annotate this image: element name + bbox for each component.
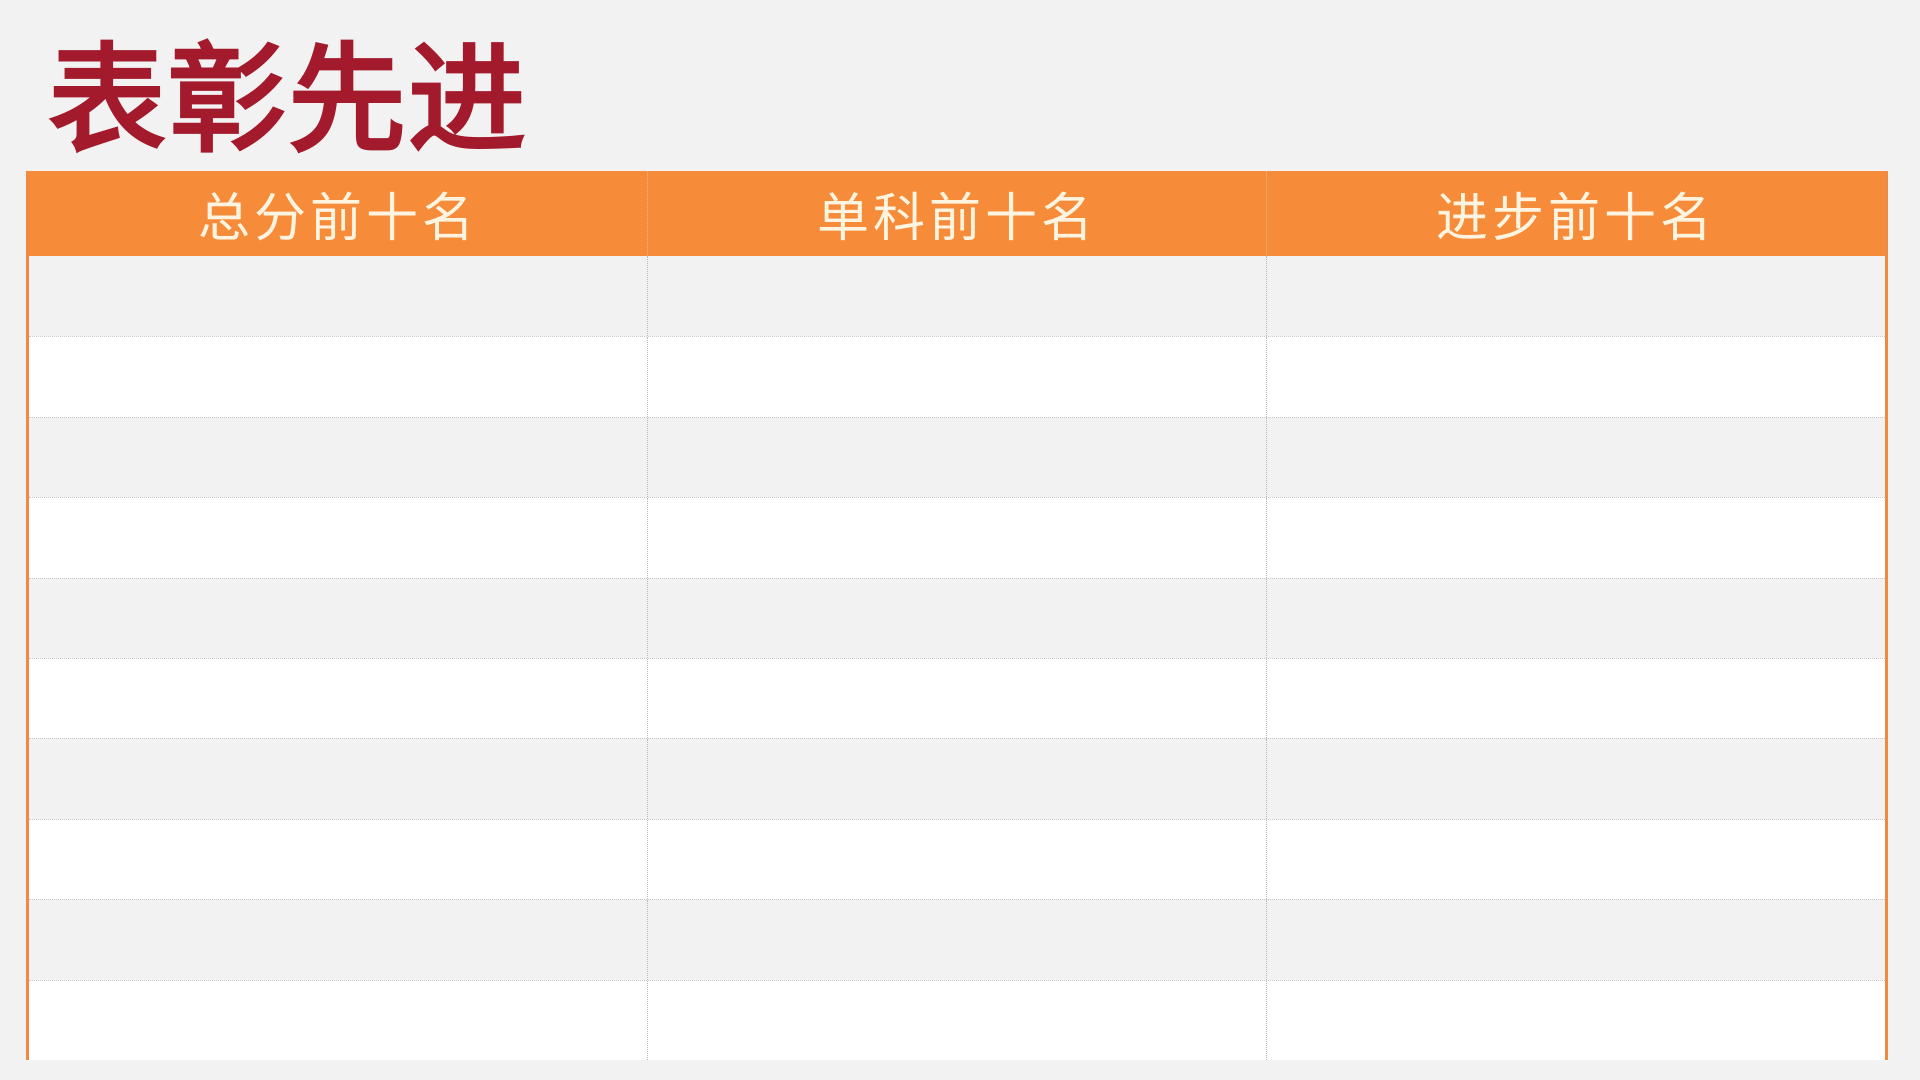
table-row	[29, 497, 1885, 578]
header-progress-top-ten: 进步前十名	[1435, 189, 1716, 249]
table-cell[interactable]	[648, 337, 1267, 417]
table-cell[interactable]	[29, 337, 648, 417]
table-cell[interactable]	[648, 739, 1267, 819]
header-total-top-ten: 总分前十名	[29, 171, 648, 256]
table-cell[interactable]	[1267, 579, 1885, 658]
table-cell[interactable]	[1267, 900, 1885, 979]
table-cell[interactable]	[29, 739, 648, 819]
table-header: 总分前十名 单科前十名 进步前十名	[29, 171, 1885, 256]
table-row	[29, 899, 1885, 980]
table-body	[29, 256, 1885, 1060]
table-row	[29, 416, 1885, 498]
table-cell[interactable]	[1267, 337, 1885, 416]
table-cell[interactable]	[648, 980, 1267, 1060]
table-row	[29, 738, 1885, 819]
table-cell[interactable]	[648, 498, 1267, 578]
table-cell[interactable]	[648, 819, 1267, 900]
table-row	[29, 818, 1885, 900]
table-row	[29, 336, 1885, 417]
table-cell[interactable]	[648, 417, 1267, 498]
table-cell[interactable]	[1267, 820, 1885, 899]
table-cell[interactable]	[1267, 739, 1885, 818]
table-cell[interactable]	[1267, 418, 1885, 497]
header-subject-top-ten: 单科前十名	[648, 171, 1267, 256]
table-cell[interactable]	[648, 578, 1267, 658]
table-cell[interactable]	[29, 578, 648, 658]
table-cell[interactable]	[648, 256, 1267, 337]
table-cell[interactable]	[1267, 981, 1885, 1060]
table-row	[29, 657, 1885, 739]
table-cell[interactable]	[29, 417, 648, 498]
table-cell[interactable]	[648, 900, 1267, 980]
table-cell[interactable]	[1267, 659, 1885, 738]
page-title: 表彰先进	[48, 31, 529, 169]
table-cell[interactable]	[29, 498, 648, 578]
table-cell[interactable]	[648, 658, 1267, 739]
table-cell[interactable]	[1267, 498, 1885, 577]
table-cell[interactable]	[29, 256, 648, 337]
table-row	[29, 979, 1885, 1060]
table-cell[interactable]	[29, 900, 648, 980]
table-cell[interactable]	[29, 819, 648, 900]
honor-table: 总分前十名 单科前十名 进步前十名	[26, 171, 1888, 1060]
table-row	[29, 256, 1885, 337]
table-row	[29, 577, 1885, 658]
table-cell[interactable]	[29, 980, 648, 1060]
table-cell[interactable]	[29, 658, 648, 739]
table-cell[interactable]	[1267, 256, 1885, 336]
